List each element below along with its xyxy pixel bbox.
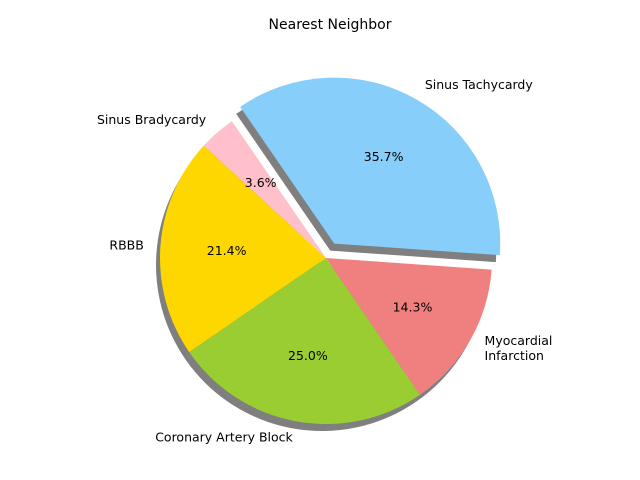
pie-slice: [159, 145, 326, 353]
slice-percent-label: 25.0%: [288, 348, 328, 363]
pie-slices: [159, 77, 501, 424]
slice-label: Myocardial Infarction: [485, 333, 553, 363]
slice-label: Sinus Tachycardy: [425, 77, 534, 92]
chart-title: Nearest Neighbor: [269, 17, 392, 33]
slice-percent-label: 21.4%: [207, 243, 247, 258]
pie-slice: [189, 258, 421, 424]
pie-slice: [326, 258, 492, 395]
slice-label: Sinus Bradycardy: [97, 112, 207, 127]
slice-percent-label: 14.3%: [393, 299, 433, 314]
slice-percent-label: 3.6%: [245, 175, 277, 190]
slice-label: RBBB: [109, 237, 143, 252]
slice-label: Coronary Artery Block: [155, 430, 293, 445]
slice-percent-label: 35.7%: [364, 149, 404, 164]
pie-slice: [240, 77, 501, 256]
pie-slice: [203, 121, 326, 259]
slice-labels: 35.7% Sinus Tachycardy 3.6% Sinus Bradycard…: [97, 77, 552, 445]
